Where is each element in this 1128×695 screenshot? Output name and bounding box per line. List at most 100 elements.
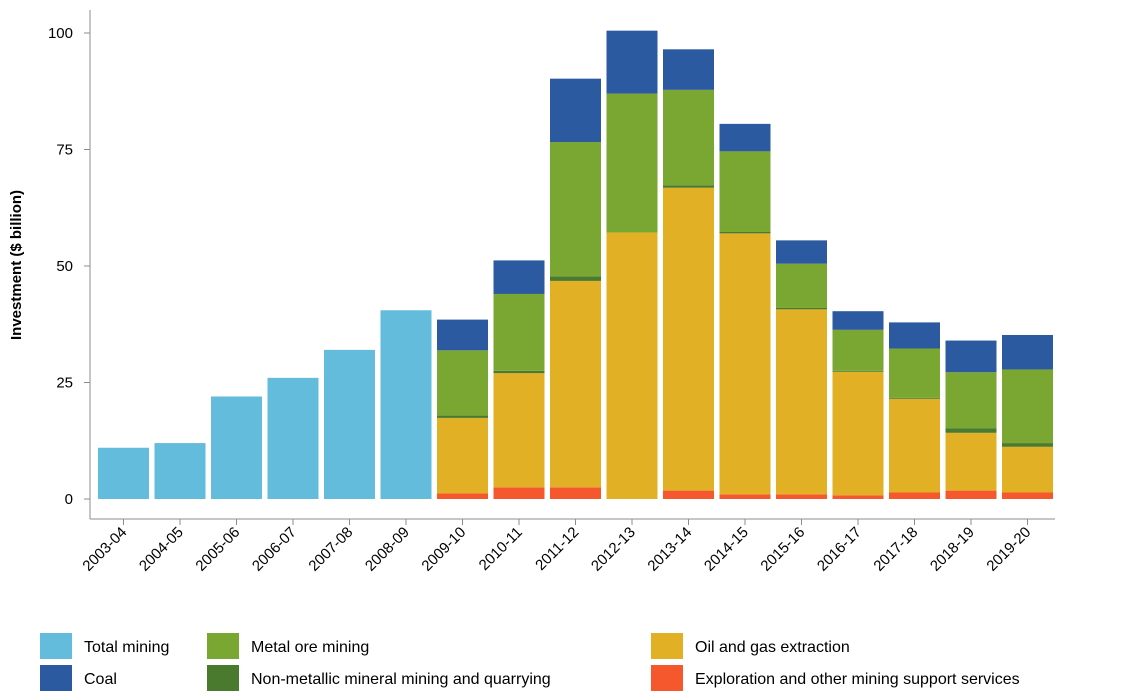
- bar-segment: [889, 492, 940, 499]
- bar-segment: [945, 428, 997, 433]
- x-tick-label: 2006-07: [249, 524, 300, 575]
- bar-segment: [550, 142, 601, 277]
- x-tick-label: 2017-18: [870, 524, 921, 575]
- bar-segment: [1002, 492, 1053, 499]
- bar-segment: [380, 310, 432, 499]
- axes-layer: [89, 10, 1055, 520]
- bar-segment: [663, 89, 714, 186]
- bar-segment: [889, 322, 940, 349]
- x-tick-label: 2012-13: [588, 524, 639, 575]
- bar-segment: [154, 443, 206, 499]
- bar-segment: [776, 309, 827, 495]
- legend-label: Metal ore mining: [251, 639, 369, 656]
- x-ticks: 2003-04 2004-05 2005-06 2006-07 2007-08 2008-…: [79, 519, 1034, 575]
- legend-swatch: [651, 665, 683, 691]
- bar-segment: [606, 232, 658, 499]
- bar-segment: [493, 260, 545, 294]
- bar-segment: [832, 329, 884, 371]
- y-tick-label: 25: [56, 375, 73, 392]
- bar-segment: [945, 490, 997, 499]
- bar-segment: [832, 311, 884, 330]
- bar-segment: [719, 233, 771, 495]
- y-tick-label: 75: [56, 142, 73, 159]
- x-tick-label: 2018-19: [927, 524, 978, 575]
- legend-label: Oil and gas extraction: [695, 639, 850, 656]
- bar-segment: [493, 487, 545, 499]
- legend-label: Total mining: [84, 639, 169, 656]
- x-tick-label: 2014-15: [701, 524, 752, 575]
- bar-segment: [663, 185, 714, 188]
- bar-segment: [550, 78, 601, 143]
- legend-swatch: [40, 633, 72, 659]
- bar-segment: [493, 370, 545, 374]
- x-tick-label: 2010-11: [476, 524, 526, 574]
- bar-segment: [437, 319, 488, 351]
- bar-segment: [889, 348, 940, 398]
- bar-segment: [550, 276, 601, 281]
- x-tick-label: 2005-06: [192, 524, 243, 575]
- bar-segment: [719, 231, 771, 234]
- bar-segment: [945, 372, 997, 429]
- bar-segment: [776, 263, 827, 308]
- bar-segment: [437, 350, 488, 416]
- bar-segment: [776, 240, 827, 264]
- bar-segment: [606, 93, 658, 233]
- bar-segment: [437, 415, 488, 418]
- bar-segment: [832, 495, 884, 499]
- x-tick-label: 2003-04: [79, 524, 130, 575]
- x-tick-label: 2004-05: [136, 524, 187, 575]
- x-tick-label: 2009-10: [418, 524, 469, 575]
- bar-segment: [719, 494, 771, 499]
- bar-segment: [663, 490, 714, 499]
- bar-segment: [832, 370, 884, 372]
- bar-segment: [550, 487, 601, 499]
- bar-segment: [493, 373, 545, 488]
- x-tick-label: 2011-12: [532, 524, 582, 574]
- y-ticks: 0 25 50 75 100: [48, 25, 90, 508]
- bar-segment: [663, 49, 714, 90]
- bars-layer: [98, 30, 1053, 499]
- bar-segment: [719, 151, 771, 232]
- bar-segment: [324, 349, 375, 499]
- x-tick-label: 2013-14: [644, 524, 695, 575]
- bar-segment: [550, 280, 601, 488]
- y-axis-title: Investment ($ billion): [8, 190, 25, 340]
- bar-segment: [493, 293, 545, 371]
- bar-segment: [832, 371, 884, 496]
- x-tick-label: 2019-20: [983, 524, 1034, 575]
- bar-segment: [945, 340, 997, 373]
- bar-segment: [437, 493, 488, 499]
- legend-label: Non-metallic mineral mining and quarryin…: [251, 671, 551, 688]
- bar-segment: [1002, 446, 1053, 493]
- legend-swatch: [651, 633, 683, 659]
- legend-swatch: [207, 665, 239, 691]
- bar-segment: [945, 432, 997, 491]
- legend: Total mining Coal Metal ore mining Non-meta…: [40, 633, 1020, 691]
- x-tick-label: 2008-09: [362, 524, 413, 575]
- bar-segment: [776, 307, 827, 310]
- x-tick-label: 2016-17: [814, 524, 865, 575]
- bar-segment: [663, 187, 714, 491]
- x-tick-label: 2007-08: [305, 524, 356, 575]
- bar-segment: [1002, 334, 1053, 370]
- bar-segment: [267, 377, 319, 499]
- y-tick-label: 0: [65, 491, 73, 508]
- y-tick-label: 100: [48, 25, 73, 42]
- legend-swatch: [207, 633, 239, 659]
- bar-segment: [1002, 369, 1053, 444]
- legend-swatch: [40, 665, 72, 691]
- bar-segment: [98, 447, 149, 499]
- bar-segment: [776, 494, 827, 499]
- y-tick-label: 50: [56, 258, 73, 275]
- legend-label: Exploration and other mining support ser…: [695, 671, 1020, 688]
- bar-segment: [437, 417, 488, 494]
- bar-segment: [606, 30, 658, 94]
- bar-segment: [211, 396, 262, 499]
- legend-label: Coal: [84, 671, 117, 688]
- bar-segment: [719, 123, 771, 152]
- bar-segment: [889, 397, 940, 399]
- x-tick-label: 2015-16: [757, 524, 808, 575]
- bar-segment: [889, 398, 940, 493]
- bar-segment: [1002, 443, 1053, 447]
